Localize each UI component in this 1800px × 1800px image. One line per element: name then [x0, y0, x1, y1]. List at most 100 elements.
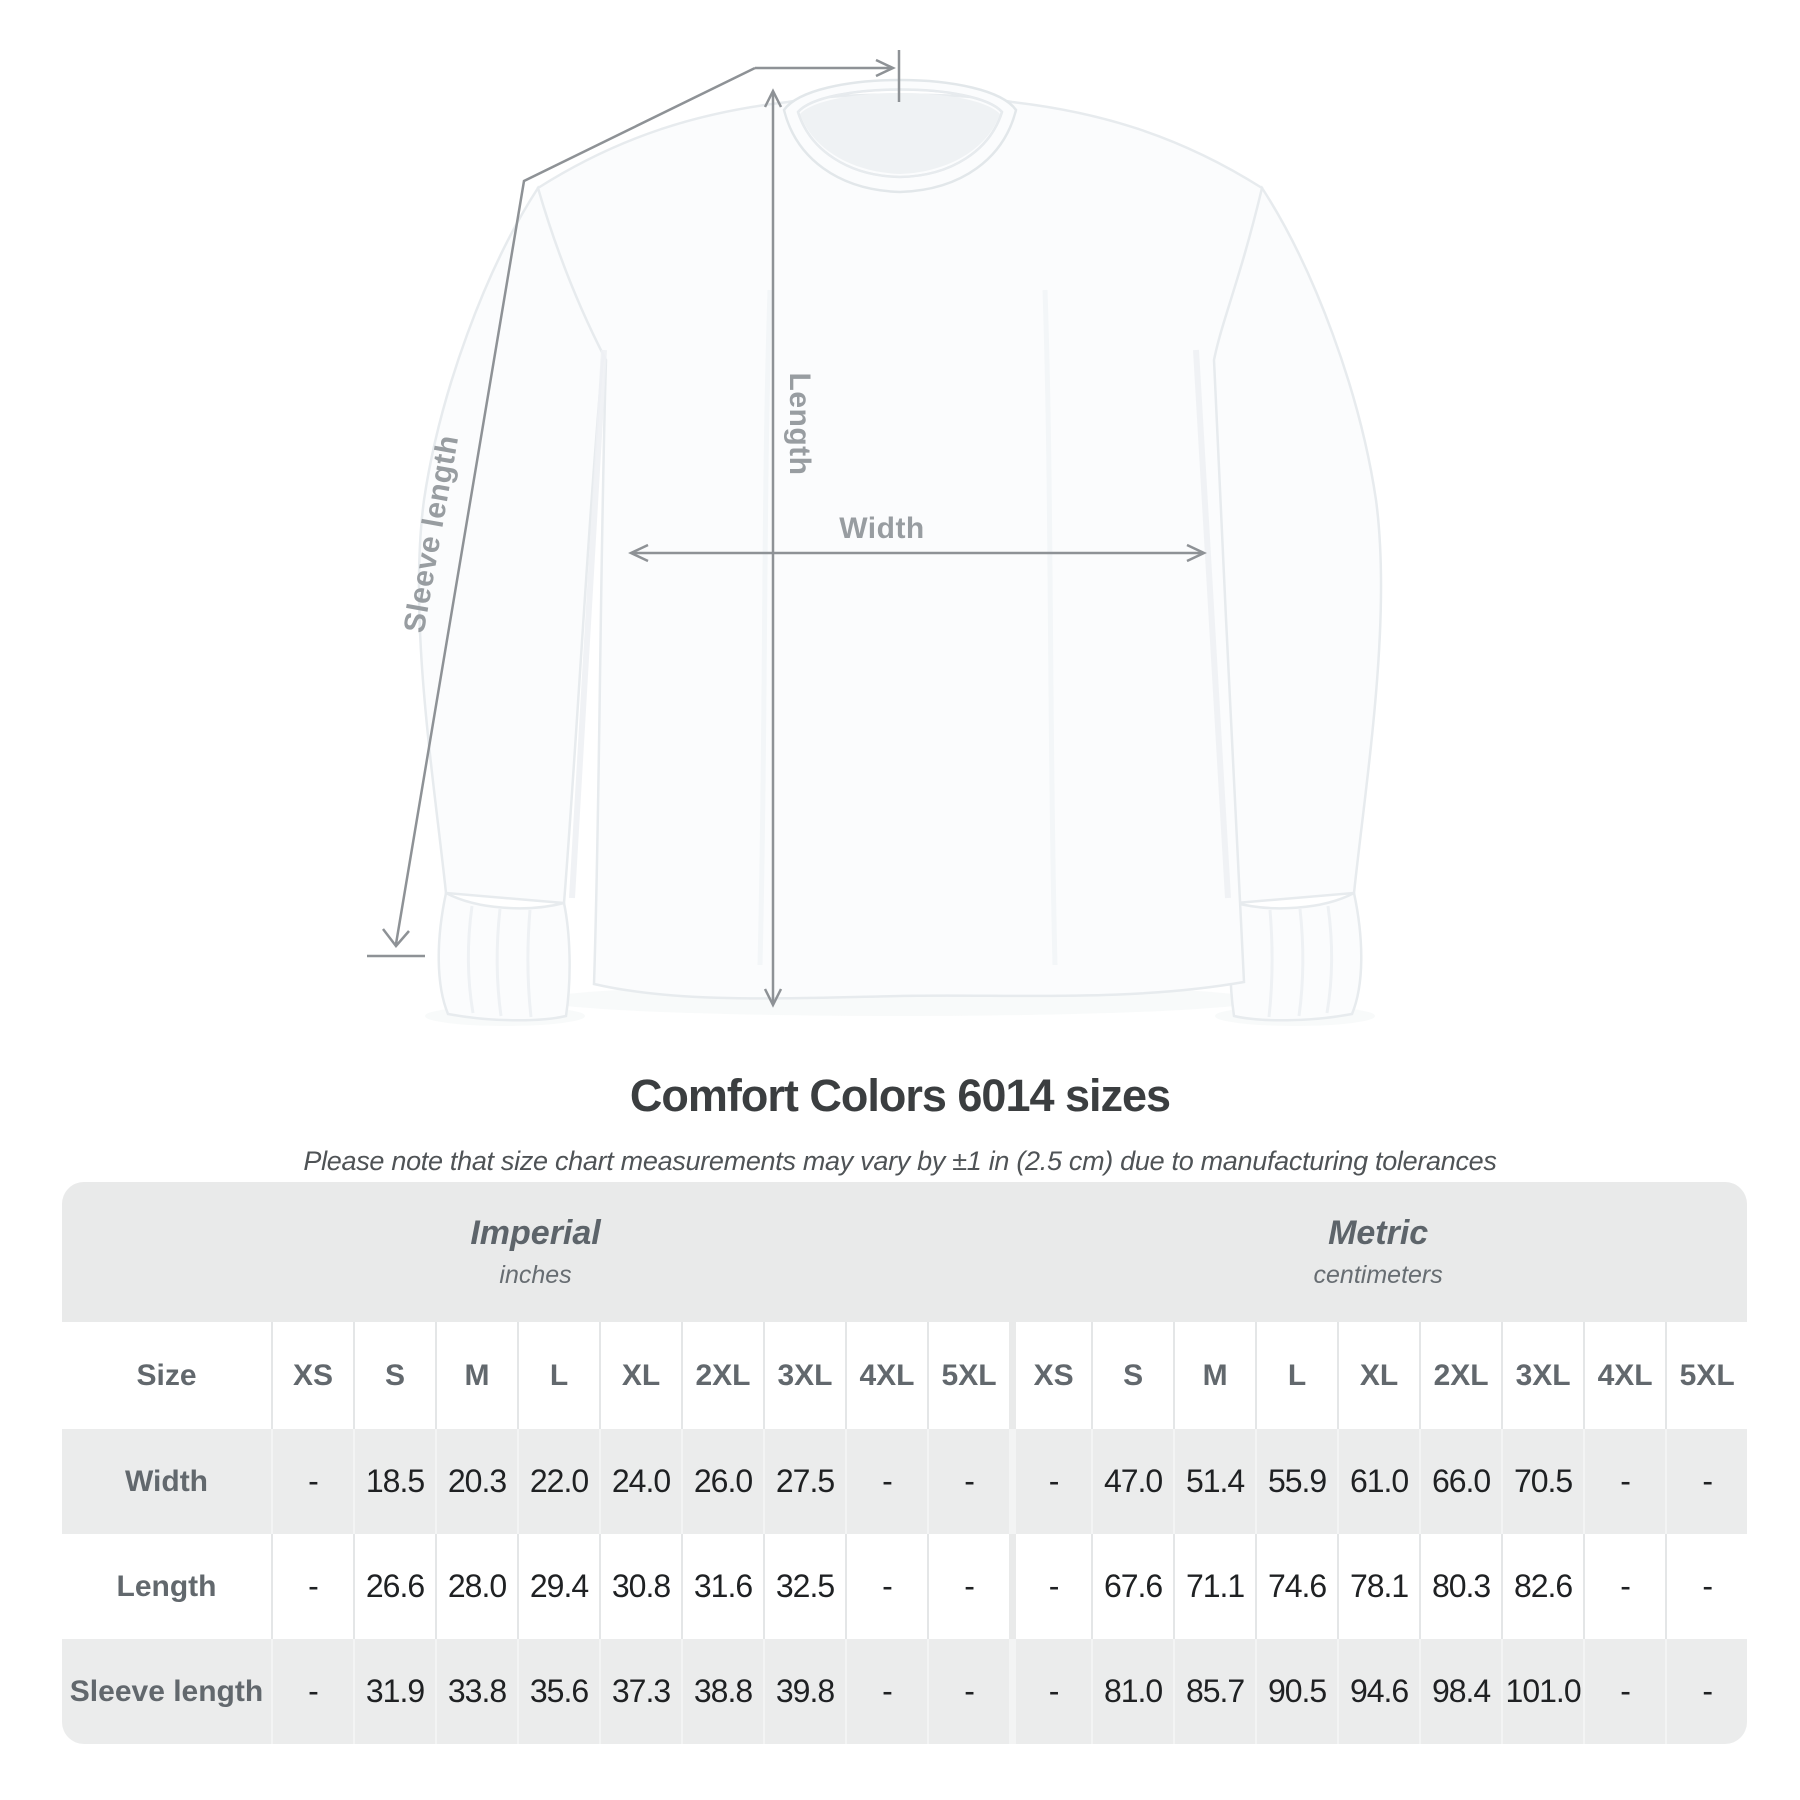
size-col-header: M [1173, 1322, 1256, 1429]
size-col-header: M [435, 1322, 517, 1429]
size-col-header: 2XL [681, 1322, 763, 1429]
size-col-header: 4XL [1583, 1322, 1666, 1429]
row-label: Width [62, 1429, 271, 1534]
row-label: Length [62, 1534, 271, 1639]
sleeve-length-arrow [367, 50, 901, 958]
left-seam-fold [569, 349, 607, 899]
size-col-header: 4XL [845, 1322, 927, 1429]
body-fold-right [1042, 289, 1058, 966]
row-label: Sleeve length [62, 1639, 271, 1744]
size-col-header: L [1255, 1322, 1338, 1429]
value-cell: 32.5 [763, 1534, 845, 1639]
value-cell: - [845, 1639, 927, 1744]
value-cell: - [1583, 1429, 1666, 1534]
left-cuff-rib [495, 908, 503, 1017]
metric-label: Metric [1328, 1214, 1429, 1252]
size-col-header: XL [599, 1322, 681, 1429]
size-col-header: S [353, 1322, 435, 1429]
length-label: Length [783, 372, 816, 476]
right-cuff [1229, 891, 1363, 1022]
value-cell: - [1665, 1639, 1748, 1744]
value-cell: 55.9 [1255, 1429, 1338, 1534]
value-cell: - [845, 1429, 927, 1534]
value-cell: 35.6 [517, 1639, 599, 1744]
value-cell: - [1009, 1639, 1092, 1744]
value-cell: 70.5 [1501, 1429, 1584, 1534]
table-row-width: Width - 18.5 20.3 22.0 24.0 26.0 27.5 - … [62, 1429, 1748, 1534]
size-col-header: L [517, 1322, 599, 1429]
value-cell: 74.6 [1255, 1534, 1338, 1639]
size-col-header: XS [1009, 1322, 1092, 1429]
value-cell: 33.8 [435, 1639, 517, 1744]
value-cell: 27.5 [763, 1429, 845, 1534]
value-cell: 31.6 [681, 1534, 763, 1639]
value-cell: - [1665, 1429, 1748, 1534]
value-cell: 22.0 [517, 1429, 599, 1534]
size-table: Imperial inches Metric centimeters Size … [62, 1182, 1748, 1744]
value-cell: 101.0 [1501, 1639, 1584, 1744]
value-cell: 94.6 [1337, 1639, 1420, 1744]
value-cell: 20.3 [435, 1429, 517, 1534]
unit-band-row: Imperial inches Metric centimeters [62, 1182, 1748, 1322]
metric-unit: centimeters [1313, 1261, 1443, 1289]
measurement-lines [367, 50, 1207, 1008]
value-cell: - [845, 1534, 927, 1639]
value-cell: 26.6 [353, 1534, 435, 1639]
value-cell: 30.8 [599, 1534, 681, 1639]
imperial-unit: inches [499, 1261, 572, 1289]
value-cell: 81.0 [1091, 1639, 1174, 1744]
size-col-header: XL [1337, 1322, 1420, 1429]
value-cell: 85.7 [1173, 1639, 1256, 1744]
value-cell: - [1583, 1534, 1666, 1639]
right-cuff-rib [1325, 905, 1334, 1014]
size-col-header: XS [271, 1322, 353, 1429]
value-cell: 31.9 [353, 1639, 435, 1744]
body-fold-left [757, 289, 773, 966]
value-cell: 24.0 [599, 1429, 681, 1534]
value-cell: 26.0 [681, 1429, 763, 1534]
value-cell: - [927, 1639, 1010, 1744]
value-cell: - [271, 1534, 353, 1639]
value-cell: - [1665, 1534, 1748, 1639]
size-col-header: S [1091, 1322, 1174, 1429]
value-cell: 18.5 [353, 1429, 435, 1534]
value-cell: - [271, 1429, 353, 1534]
value-cell: - [927, 1534, 1010, 1639]
tolerance-note: Please note that size chart measurements… [303, 1146, 1497, 1176]
value-cell: - [927, 1429, 1010, 1534]
size-col-header: 5XL [1665, 1322, 1748, 1429]
right-cuff-rib [1297, 908, 1305, 1017]
size-col-header: 5XL [927, 1322, 1010, 1429]
left-cuff-rib [466, 905, 475, 1014]
value-cell: 78.1 [1337, 1534, 1420, 1639]
left-cuff [437, 891, 571, 1022]
shirt-diagram [367, 50, 1383, 1022]
size-col-header: 3XL [1501, 1322, 1584, 1429]
value-cell: 28.0 [435, 1534, 517, 1639]
width-label: Width [839, 512, 925, 545]
value-cell: 80.3 [1419, 1534, 1502, 1639]
size-col-header: 3XL [763, 1322, 845, 1429]
value-cell: 66.0 [1419, 1429, 1502, 1534]
value-cell: - [1009, 1534, 1092, 1639]
value-cell: 29.4 [517, 1534, 599, 1639]
value-cell: 39.8 [763, 1639, 845, 1744]
size-header: Size [62, 1322, 271, 1429]
value-cell: 61.0 [1337, 1429, 1420, 1534]
table-row-sleeve-length: Sleeve length - 31.9 33.8 35.6 37.3 38.8… [62, 1639, 1748, 1744]
collar-opening [800, 93, 1000, 174]
imperial-label: Imperial [470, 1214, 601, 1252]
value-cell: 51.4 [1173, 1429, 1256, 1534]
value-cell: - [1583, 1639, 1666, 1744]
value-cell: 90.5 [1255, 1639, 1338, 1744]
left-cuff-rib [526, 909, 533, 1018]
value-cell: 98.4 [1419, 1639, 1502, 1744]
value-cell: 37.3 [599, 1639, 681, 1744]
length-arrow [763, 88, 783, 1008]
table-row-length: Length - 26.6 28.0 29.4 30.8 31.6 32.5 -… [62, 1534, 1748, 1639]
metric-band: Metric centimeters [1009, 1182, 1748, 1322]
imperial-band: Imperial inches [62, 1182, 1010, 1322]
value-cell: - [1009, 1429, 1092, 1534]
size-col-header: 2XL [1419, 1322, 1502, 1429]
